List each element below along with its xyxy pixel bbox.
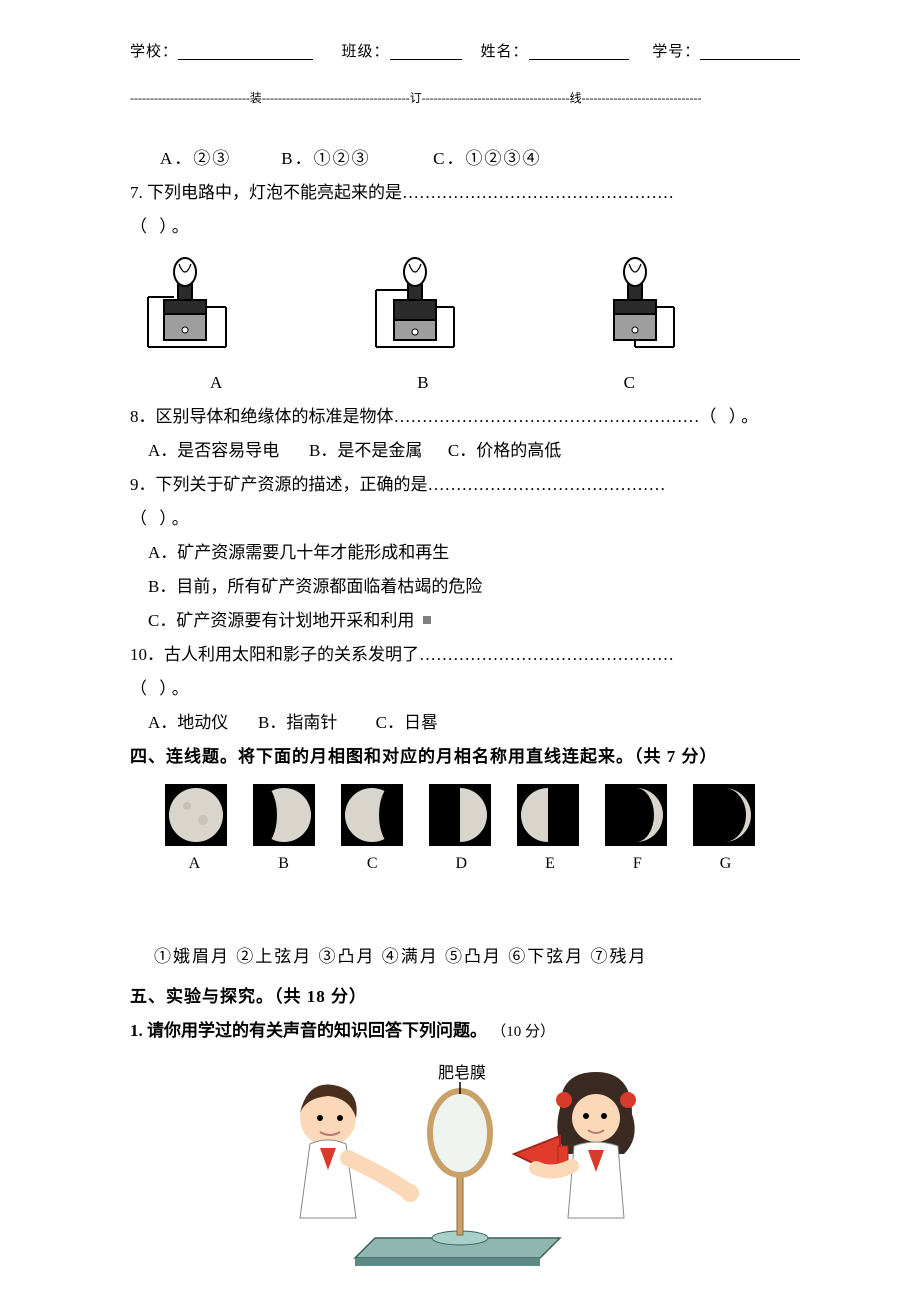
moon-g [693,784,755,846]
q8-paren[interactable]: （ ）。 [700,407,763,426]
moon-e [517,784,579,846]
q10-optA: A．地动仪 [148,713,228,732]
section5-q1: 1. 请你用学过的有关声音的知识回答下列问题。 （10 分） [130,1014,790,1048]
moon-a [165,784,227,846]
moon-c [341,784,403,846]
moon-labels: A B C D E F G [130,848,790,880]
q7-prompt: 7. 下列电路中，灯泡不能亮起来的是………………………………………… [130,176,790,210]
q9-optA: A．矿产资源需要几十年才能形成和再生 [148,536,790,570]
circuit-c [580,252,690,362]
q8-optB: B．是不是金属 [309,441,422,460]
moon-b [253,784,315,846]
q10-paren[interactable]: （ ）。 [130,679,193,698]
circuit-label-b: B [417,366,428,400]
moon-label-e: E [545,848,555,880]
section4-head: 四、连线题。将下面的月相图和对应的月相名称用直线连起来。（共 7 分） [130,740,790,774]
q6-options: A．②③ B．①②③ C．①②③④ [160,142,790,176]
class-label: 班级： [342,40,390,61]
id-label: 学号： [652,40,700,61]
circuit-row [140,252,790,362]
worksheet-page: 学校： 班级： 姓名： 学号： ------------------------… [0,0,920,1308]
circuit-b [360,252,470,362]
q8-options: A．是否容易导电 B．是不是金属 C．价格的高低 [148,434,790,468]
q8-line: 8．区别导体和绝缘体的标准是物体………………………………………………（ ）。 [130,400,790,434]
girl-figure [514,1072,636,1218]
q10-text: 10．古人利用太阳和影子的关系发明了 [130,645,419,664]
q9-optC-row: C．矿产资源要有计划地开采和利用 [148,604,790,638]
q7-dots: ………………………………………… [402,183,674,202]
id-blank[interactable] [700,44,800,60]
moon-label-b: B [278,848,289,880]
moon-row [130,784,790,846]
q10-optC: C．日晷 [376,713,438,732]
section5-q1-text: 1. 请你用学过的有关声音的知识回答下列问题。 [130,1021,487,1040]
q9-dots: …………………………………… [428,475,666,494]
school-blank[interactable] [178,44,313,60]
moon-label-g: G [720,848,732,880]
q9-optC: C．矿产资源要有计划地开采和利用 [148,611,414,630]
binding-line: ------------------------------装---------… [130,89,790,106]
header-fields: 学校： 班级： 姓名： 学号： [130,40,790,61]
school-label: 学校： [130,40,178,61]
moon-d [429,784,491,846]
circuit-label-a: A [210,366,222,400]
circuit-a [140,252,250,362]
moon-label-f: F [633,848,642,880]
q10-options: A．地动仪 B．指南针 C．日晷 [148,706,790,740]
q10-dots: ……………………………………… [419,645,674,664]
q6-optA: A．②③ [160,149,231,168]
q8-optA: A．是否容易导电 [148,441,279,460]
q9-paren-line: （ ）。 [130,502,790,536]
q9-text: 9．下列关于矿产资源的描述，正确的是 [130,475,428,494]
gray-dot-icon [423,616,431,624]
q8-text: 8．区别导体和绝缘体的标准是物体 [130,407,394,426]
soap-figure: 肥皂膜 [130,1058,790,1268]
name-blank[interactable] [529,44,629,60]
q7-paren-line: （ ）。 [130,210,790,244]
circuit-labels: A B C [210,366,790,400]
moon-label-c: C [367,848,378,880]
moon-label-a: A [189,848,201,880]
boy-figure [300,1085,419,1218]
q10-line: 10．古人利用太阳和影子的关系发明了……………………………………… [130,638,790,672]
q10-paren-line: （ ）。 [130,672,790,706]
q9-paren[interactable]: （ ）。 [130,509,193,528]
section4-options: ①娥眉月 ②上弦月 ③凸月 ④满月 ⑤凸月 ⑥下弦月 ⑦残月 [154,940,790,974]
q6-optC: C．①②③④ [433,149,541,168]
svg-text:肥皂膜: 肥皂膜 [438,1064,486,1082]
q9-line: 9．下列关于矿产资源的描述，正确的是…………………………………… [130,468,790,502]
q6-optB: B．①②③ [281,149,370,168]
content-body: A．②③ B．①②③ C．①②③④ 7. 下列电路中，灯泡不能亮起来的是…………… [130,142,790,1268]
section5-head: 五、实验与探究。（共 18 分） [130,980,790,1014]
class-blank[interactable] [390,44,462,60]
moon-label-d: D [456,848,468,880]
moon-f [605,784,667,846]
circuit-label-c: C [624,366,635,400]
q8-optC: C．价格的高低 [448,441,561,460]
section5-q1-points: （10 分） [491,1024,555,1040]
q7-text: 7. 下列电路中，灯泡不能亮起来的是 [130,183,402,202]
q9-optB: B．目前，所有矿产资源都面临着枯竭的危险 [148,570,790,604]
q7-paren[interactable]: （ ）。 [130,217,193,236]
name-label: 姓名： [481,40,529,61]
q8-dots: ……………………………………………… [394,407,700,426]
q10-optB: B．指南针 [258,713,337,732]
